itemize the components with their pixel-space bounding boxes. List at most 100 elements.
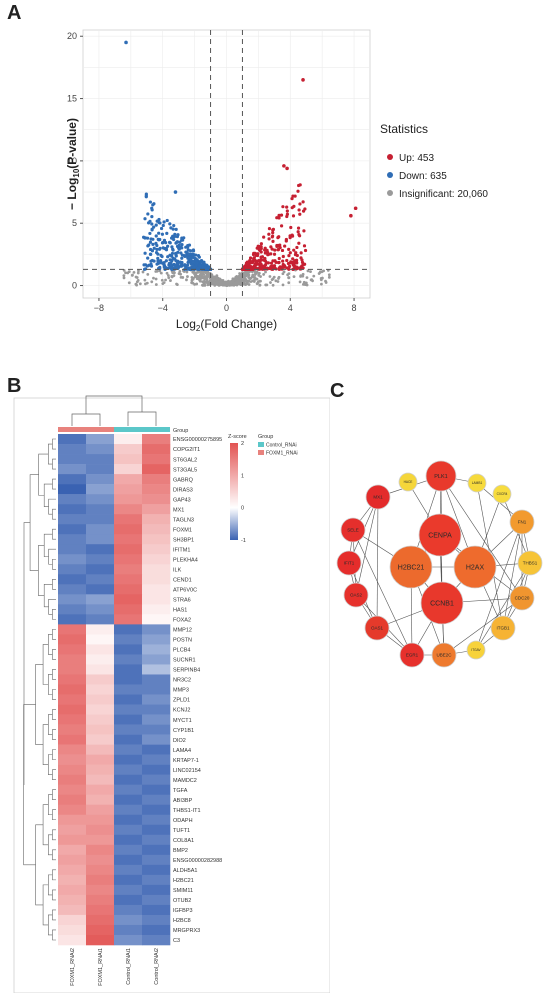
panel-label-c: C [330,380,345,402]
heatmap-cell [86,644,115,655]
point-up [278,246,282,250]
point-down [169,263,174,267]
edge [376,496,379,629]
point-up [271,228,275,232]
dendro-branch [85,395,143,414]
heatmap-cell [86,494,115,505]
heatmap-cell [114,554,143,565]
legend-entry: Insignificant: 20,060 [399,189,488,200]
point-down [158,265,162,269]
point-down [143,217,147,221]
row-label: COL8A1 [173,838,194,844]
heatmap-cell [114,634,143,645]
row-label: CYP1B1 [173,728,194,734]
panel-label-b: B [7,375,22,397]
point-up [275,216,279,220]
point-insignificant [203,277,207,281]
column-label: Control_RNAi1 [126,948,132,985]
edge [475,521,523,651]
point-up [290,206,294,210]
y-axis-label: − Log10(P-value) [65,118,81,210]
heatmap-cell [142,914,171,926]
point-down [166,255,170,259]
group-legend-title: Group [258,434,273,440]
point-down [174,259,178,263]
point-insignificant [262,273,266,276]
point-insignificant [243,271,247,274]
point-down [154,223,158,227]
row-label: MYCT1 [173,718,192,724]
point-insignificant [258,283,262,287]
point-down [189,257,193,261]
point-up [285,214,289,219]
point-down [202,260,206,264]
point-up [271,234,275,238]
point-up [296,189,300,193]
group-legend-swatch [258,450,264,455]
node-itgb1 [490,615,516,641]
row-label: IFITM1 [173,547,190,553]
heatmap-cell [58,664,87,675]
point-down [148,200,152,204]
heatmap-cell [58,794,87,806]
point-insignificant [236,282,240,286]
heatmap-cell [58,614,87,625]
point-up [295,267,299,271]
heatmap-cell [142,644,171,655]
heatmap-cell [142,624,171,635]
point-insignificant [195,274,199,278]
row-label: MAMDC2 [173,778,197,784]
point-insignificant [206,283,210,287]
node-label: HACE [404,480,413,484]
point-up [270,264,274,268]
point-up [252,257,256,261]
point-insignificant [324,281,328,284]
point-insignificant [233,278,237,281]
point-up [279,224,284,228]
point-insignificant [292,275,296,279]
point-up [287,247,291,252]
point-down [189,262,194,266]
heatmap-cell [58,484,87,495]
point-insignificant [264,270,267,274]
point-insignificant [136,271,140,275]
edge [440,475,523,599]
heatmap-cell [86,864,115,876]
node-label: IFIT1 [344,561,355,566]
point-insignificant [318,270,322,274]
point-down [152,202,156,206]
heatmap-cell [142,744,171,755]
heatmap-cell [142,524,171,535]
point-down [160,261,164,265]
heatmap-cell [86,854,115,866]
point-up [282,164,286,168]
heatmap-cell [86,924,115,936]
heatmap-cell [114,804,143,816]
heatmap-cell [58,784,87,796]
heatmap-cell [86,744,115,755]
node-mx1 [365,484,391,510]
heatmap-cell [114,864,143,876]
point-up [299,256,303,260]
point-insignificant [193,282,196,286]
heatmap-cell [114,664,143,675]
group-legend-label: Control_RNAi [266,443,297,449]
point-down [157,231,161,235]
point-down [160,254,164,259]
row-label: ODAPH [173,818,193,824]
dendro-branch [42,804,49,846]
heatmap-cell [58,914,87,926]
heatmap-cell [142,664,171,675]
point-down [165,218,169,223]
heatmap-cell [58,454,87,465]
point-up [255,246,259,250]
heatmap-cell [142,504,171,515]
edge [443,597,523,656]
point-insignificant [251,279,255,283]
dendro-branch [48,914,53,936]
heatmap-cell [114,824,143,836]
point-down [161,246,165,250]
node-plk1 [425,460,457,492]
point-up [263,246,267,250]
heatmap-cell [142,774,171,785]
